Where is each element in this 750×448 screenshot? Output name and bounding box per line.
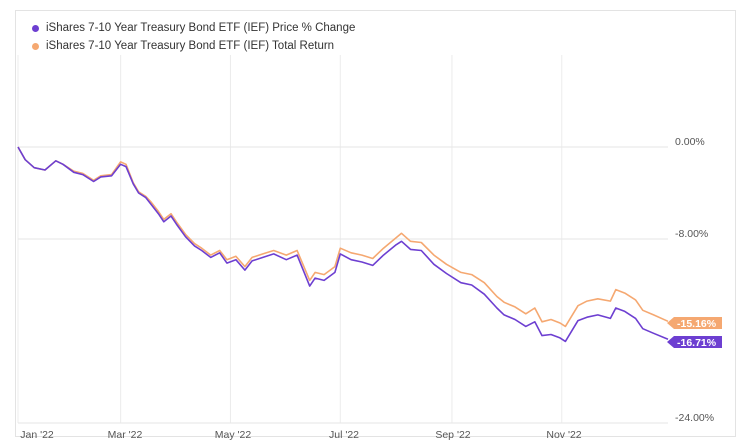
legend-label-price-change: iShares 7-10 Year Treasury Bond ETF (IEF… [46,22,356,34]
chart-legend: iShares 7-10 Year Treasury Bond ETF (IEF… [32,19,355,55]
svg-text:-15.16%: -15.16% [677,318,717,330]
end-label-price-change: -16.71% [667,336,722,349]
x-tick-label: Sep '22 [435,429,470,441]
x-tick-label: Jan '22 [20,429,54,441]
legend-item-price-change[interactable]: iShares 7-10 Year Treasury Bond ETF (IEF… [32,19,355,37]
x-axis: Jan '22 Mar '22 May '22 Jul '22 Sep '22 Nov '… [20,429,582,441]
y-axis: 0.00% -8.00% -24.00% [675,136,714,424]
end-label-total-return: -15.16% [667,317,722,330]
x-tick-label: May '22 [215,429,252,441]
legend-label-total-return: iShares 7-10 Year Treasury Bond ETF (IEF… [46,40,335,52]
legend-swatch-price-change [32,24,39,32]
x-tick-label: Jul '22 [329,429,359,441]
series-line-price-change[interactable] [17,146,669,343]
chart-frame [15,10,736,437]
gridlines [17,55,668,424]
y-tick-label: 0.00% [675,136,705,148]
x-tick-label: Nov '22 [546,429,581,441]
legend-swatch-total-return [32,42,39,50]
svg-text:-16.71%: -16.71% [677,337,717,349]
y-tick-label: -24.00% [675,412,714,424]
y-tick-label: -8.00% [675,228,708,240]
legend-item-total-return[interactable]: iShares 7-10 Year Treasury Bond ETF (IEF… [32,37,355,55]
end-labels: -16.71% -15.16% [667,317,722,349]
x-tick-label: Mar '22 [108,429,143,441]
series-lines [17,146,669,343]
series-line-total-return[interactable] [17,146,669,328]
